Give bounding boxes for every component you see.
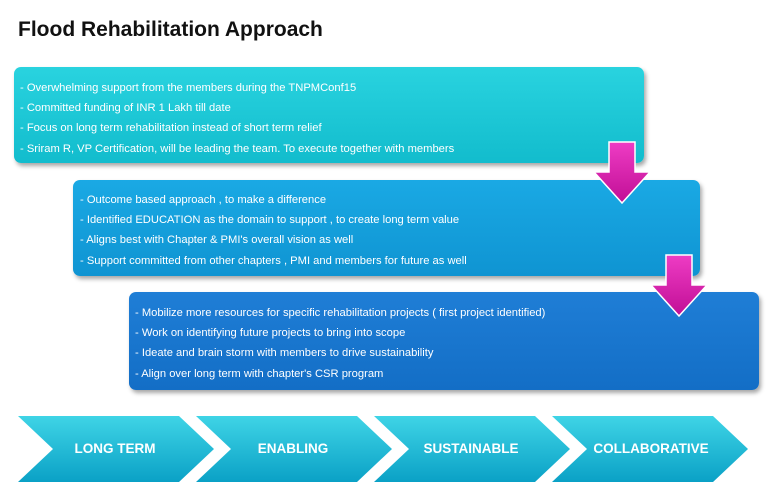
- down-arrow-icon: [592, 141, 652, 205]
- chevron-long-term: [18, 416, 214, 482]
- step-2-line-2: - Identified EDUCATION as the domain to …: [80, 214, 460, 227]
- step-3-line-1: - Mobilize more resources for specific r…: [135, 307, 546, 319]
- chevron-enabling: [196, 416, 392, 482]
- chevron-sustainable: [374, 416, 570, 482]
- chevron-collaborative: [552, 416, 748, 482]
- step-box-1: - Overwhelming support from the members …: [14, 67, 644, 163]
- step-2-line-3: - Aligns best with Chapter & PMI's overa…: [80, 234, 354, 247]
- step-3-line-3: - Ideate and brain storm with members to…: [135, 347, 434, 360]
- chevron-label-collaborative: COLLABORATIVE: [593, 441, 709, 456]
- step-2-line-1: - Outcome based approach , to make a dif…: [80, 194, 327, 206]
- step-1-line-4: - Sriram R, VP Certification, will be le…: [20, 142, 455, 155]
- step-box-2: - Outcome based approach , to make a dif…: [73, 180, 700, 276]
- step-3-line-4: - Align over long term with chapter's CS…: [135, 367, 384, 380]
- step-2-line-4: - Support committed from other chapters …: [80, 254, 467, 267]
- step-1-line-1: - Overwhelming support from the members …: [20, 82, 357, 94]
- step-box-3: - Mobilize more resources for specific r…: [129, 292, 759, 390]
- chevron-label-long-term: LONG TERM: [74, 441, 156, 456]
- page-title: Flood Rehabilitation Approach: [18, 18, 323, 41]
- chevron-label-enabling: ENABLING: [257, 441, 329, 456]
- chevron-label-sustainable: SUSTAINABLE: [423, 441, 519, 456]
- down-arrow-icon: [649, 254, 709, 318]
- step-1-line-2: - Committed funding of INR 1 Lakh till d…: [20, 102, 231, 115]
- step-1-line-3: - Focus on long term rehabilitation inst…: [20, 122, 322, 135]
- step-3-line-2: - Work on identifying future projects to…: [135, 327, 406, 340]
